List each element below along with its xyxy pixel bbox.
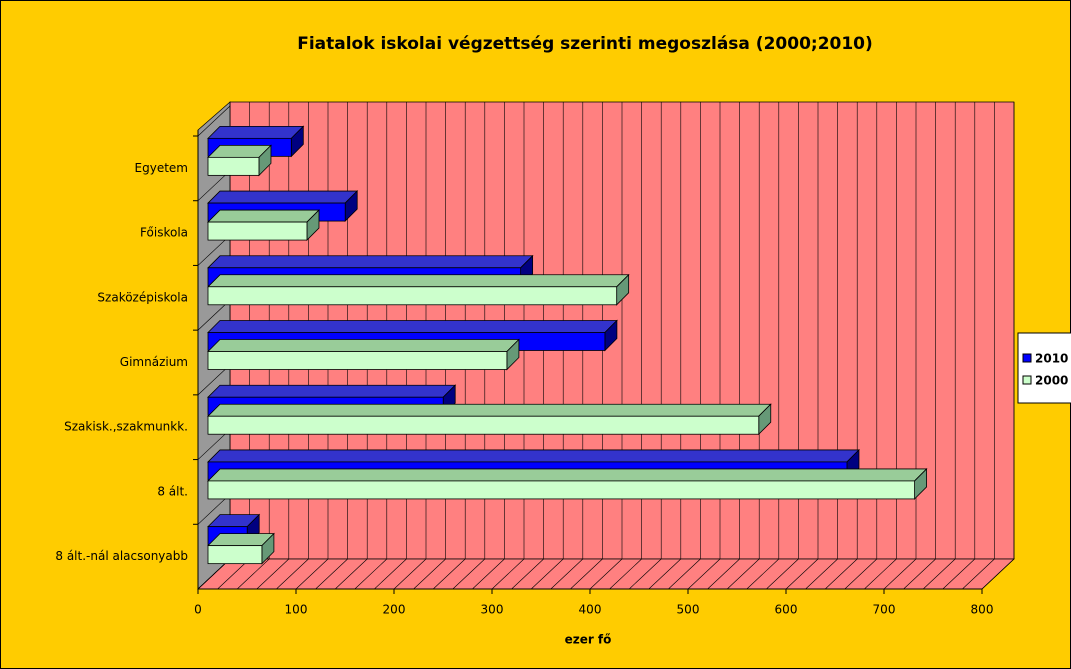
floor-grid-line: [687, 558, 721, 590]
floor-grid-line: [844, 558, 878, 590]
legend-swatch: [1022, 375, 1032, 385]
y-tick-label: Gimnázium: [120, 355, 188, 369]
floor-grid-line: [707, 558, 740, 590]
y-tick-label: Szaközépiskola: [97, 290, 188, 304]
bar-top: [207, 403, 772, 417]
bar-top: [207, 384, 457, 398]
bar-top: [207, 274, 630, 288]
legend-label: 2000: [1035, 374, 1068, 388]
bar-top: [207, 449, 860, 463]
floor-grid-line: [726, 558, 760, 590]
floor-grid-line: [432, 558, 466, 590]
legend-box: [1017, 332, 1071, 404]
bar: [207, 286, 618, 306]
floor-grid-line: [530, 558, 564, 590]
legend-label: 2010: [1035, 352, 1068, 366]
floor-grid-line: [962, 558, 995, 590]
bar: [207, 221, 308, 241]
x-tick-label: 200: [383, 603, 406, 617]
y-tick-label: Egyetem: [135, 161, 188, 175]
y-tick-label: Főiskola: [140, 226, 188, 240]
y-tick-label: 8 ált.: [157, 484, 188, 498]
bar-top: [207, 125, 305, 139]
x-tick-label: 100: [285, 603, 308, 617]
bar: [207, 415, 760, 435]
floor-grid-line: [668, 558, 701, 590]
x-tick-label: 800: [971, 603, 994, 617]
floor-grid-line: [550, 558, 584, 590]
floor-grid-line: [236, 558, 270, 590]
y-tick-label: 8 ált.-nál alacsonyabb: [55, 549, 188, 563]
bar-top: [207, 190, 359, 204]
floor-grid-line: [413, 558, 446, 590]
floor-grid-line: [864, 558, 897, 590]
bar: [207, 351, 508, 370]
legend-swatch: [1022, 353, 1032, 363]
x-tick-label: 600: [775, 603, 798, 617]
floor-grid-line: [295, 558, 329, 590]
x-tick-label: 400: [579, 603, 602, 617]
x-tick-label: 500: [677, 603, 700, 617]
plot: 0 100 200 300 400 500 600 700 800 Egyetem Főiskola…: [55, 101, 1071, 617]
floor-grid-line: [922, 558, 956, 590]
floor-grid-line: [511, 558, 544, 590]
floor-grid-line: [452, 558, 486, 590]
bar: [207, 480, 915, 500]
x-tick-label: 0: [194, 603, 202, 617]
x-axis-title: ezer fő: [565, 633, 612, 647]
floor-grid-line: [942, 558, 976, 590]
floor-grid-line: [609, 558, 642, 590]
floor-grid-line: [628, 558, 662, 590]
bar-top: [207, 339, 520, 352]
floor-grid-line: [824, 558, 858, 590]
floor-grid-line: [393, 558, 427, 590]
floor-grid-line: [589, 558, 623, 590]
floor-grid-line: [648, 558, 682, 590]
floor-grid-line: [256, 558, 290, 590]
chart-title: Fiatalok iskolai végzettség szerinti meg…: [297, 34, 873, 54]
bar-top: [207, 209, 320, 223]
x-tick-label: 300: [481, 603, 504, 617]
floor-grid-line: [276, 558, 309, 590]
floor-grid-line: [315, 558, 348, 590]
floor-grid-line: [354, 558, 388, 590]
bar: [207, 545, 263, 565]
bar-top: [207, 468, 928, 482]
floor-grid-line: [374, 558, 407, 590]
floor-grid-line: [766, 558, 799, 590]
floor-grid-line: [746, 558, 780, 590]
x-tick-label: 700: [873, 603, 896, 617]
floor-grid-line: [334, 558, 368, 590]
floor-grid-line: [903, 558, 936, 590]
y-tick-label: Szakisk.,szakmunkk.: [64, 420, 188, 434]
bar: [207, 156, 260, 176]
floor-grid-line: [981, 558, 1015, 590]
bar-top: [207, 320, 618, 333]
floor-grid-line: [785, 558, 819, 590]
floor-grid-line: [491, 558, 525, 590]
floor-grid-line: [805, 558, 838, 590]
floor-grid-line: [472, 558, 505, 590]
floor-grid-line: [883, 558, 917, 590]
side-grid-line: [197, 105, 231, 137]
floor-grid-line: [570, 558, 603, 590]
bar-top: [207, 255, 534, 269]
